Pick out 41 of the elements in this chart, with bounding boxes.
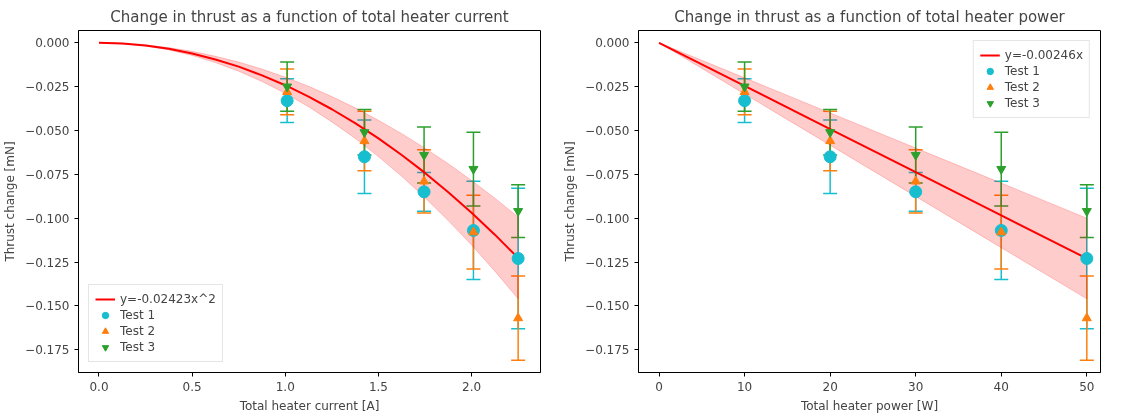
x-axis-title: Total heater current [A] [238,398,380,413]
legend-label: y=-0.02423x^2 [120,291,216,307]
x-tick-label: 20 [822,379,838,394]
y-tick-label: −0.175 [25,343,70,358]
y-tick-label: 0.000 [35,36,70,51]
legend-label: Test 2 [1004,79,1040,95]
x-tick-label: 1.5 [368,379,388,394]
x-tick-label: 30 [908,379,924,394]
legend-label: Test 3 [120,339,156,355]
y-tick-label: 0.000 [595,36,630,51]
x-tick-label: 2.0 [462,379,482,394]
y-tick-label: −0.100 [585,211,630,226]
y-axis-title: Thrust change [mN] [563,141,578,263]
legend-label: Test 3 [1004,95,1040,111]
chart-title: Change in thrust as a function of total heater current [110,7,509,26]
y-tick-label: −0.150 [585,299,630,314]
chart-title: Change in thrust as a function of total heater power [674,7,1066,26]
y-tick-label: −0.125 [25,255,70,270]
x-tick-label: 0 [655,379,663,394]
y-tick-label: −0.025 [25,80,70,95]
y-tick-label: −0.025 [585,80,630,95]
y-tick-label: −0.150 [25,299,70,314]
y-tick-label: −0.100 [25,211,70,226]
legend-label: Test 1 [1004,63,1040,79]
y-tick-label: −0.075 [25,167,70,182]
y-tick-label: −0.175 [585,343,630,358]
y-axis-title: Thrust change [mN] [3,141,18,263]
y-tick-label: −0.050 [585,123,630,138]
x-axis-title: Total heater power [W] [799,398,939,413]
legend-label: Test 1 [120,307,156,323]
y-tick-label: −0.075 [585,167,630,182]
x-tick-label: 10 [736,379,753,394]
x-tick-label: 40 [993,379,1009,394]
legend-label: y=-0.00246x [1004,47,1083,63]
x-tick-label: 0.5 [182,379,202,394]
x-tick-label: 0.0 [89,379,109,394]
y-tick-label: −0.125 [585,255,630,270]
y-tick-label: −0.050 [25,123,70,138]
x-tick-label: 50 [1079,379,1095,394]
x-tick-label: 1.0 [275,379,295,394]
legend-label: Test 2 [120,323,156,339]
